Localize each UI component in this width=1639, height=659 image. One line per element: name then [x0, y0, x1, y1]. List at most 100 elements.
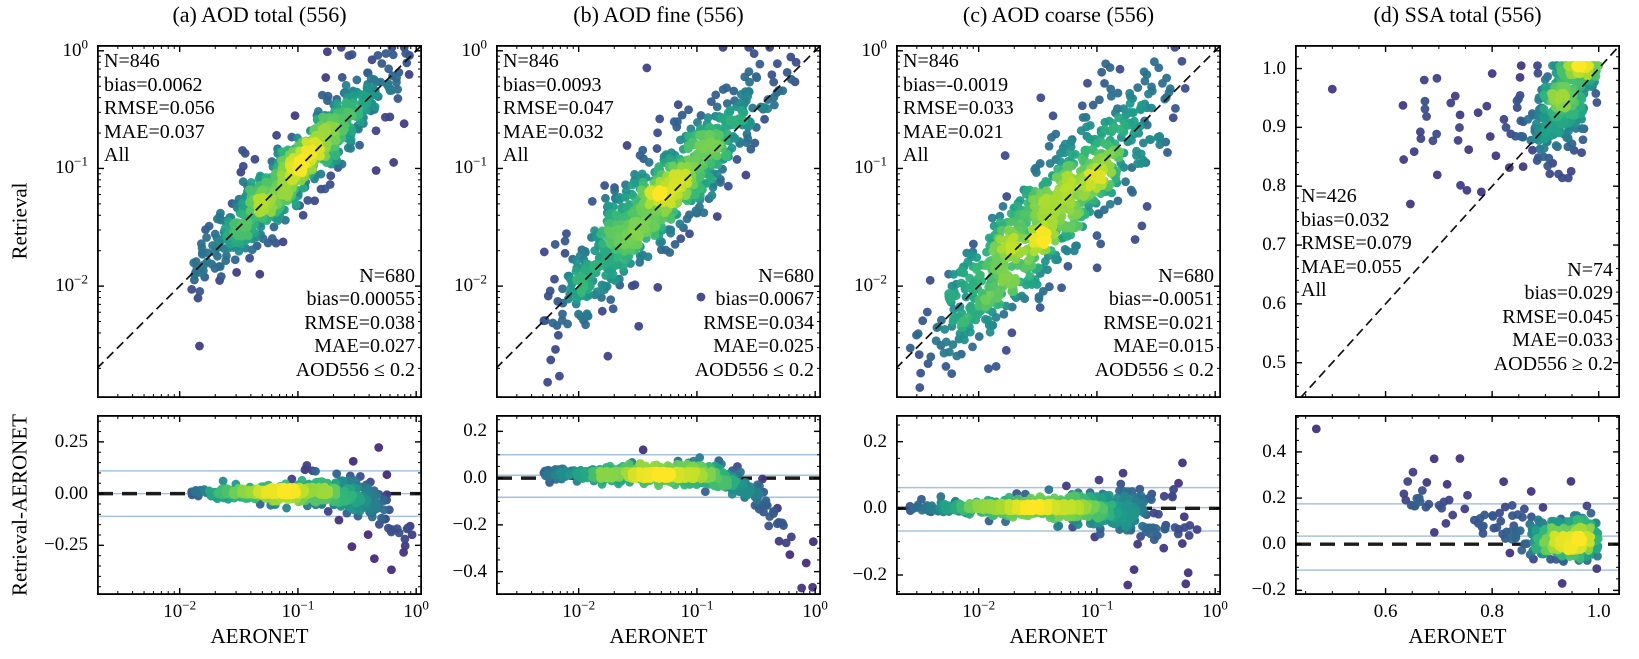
stats-subset: N=680 bias=0.0067 RMSE=0.034 MAE=0.025 AOD55…: [695, 265, 814, 383]
stat-line: bias=-0.0019: [903, 73, 1009, 96]
stat-line: All: [503, 144, 529, 166]
stat-line: All: [104, 144, 130, 166]
x-axis-label: AERONET: [1009, 624, 1108, 648]
x-tick-label: 100: [802, 597, 828, 622]
y-tick-label: 0.2: [863, 430, 887, 452]
y-tick-label: 0.6: [1262, 292, 1286, 314]
stat-line: MAE=0.032: [503, 120, 604, 143]
x-tick-label: 10−2: [562, 597, 596, 622]
difference-canvas: [1295, 415, 1620, 595]
stat-line: bias=0.029: [1524, 282, 1614, 304]
y-tick-label: 10−2: [55, 271, 88, 297]
stats-subset: N=680 bias=0.00055 RMSE=0.038 MAE=0.027 AOD5…: [296, 265, 415, 383]
difference-canvas: [97, 415, 422, 595]
scatter-canvas: [97, 45, 422, 398]
y-tick-label: 10−1: [454, 154, 487, 179]
stat-line: MAE=0.037: [104, 120, 205, 143]
stat-line: bias=0.0062: [104, 73, 203, 96]
scatter-panel-c-top: N=846 bias=-0.0019 RMSE=0.033 MAE=0.021 All …: [896, 45, 1221, 398]
stat-line: RMSE=0.038: [304, 311, 415, 334]
x-tick-label: 1.0: [1586, 601, 1611, 622]
stat-line: bias=0.00055: [306, 288, 416, 310]
stats-subset: N=680 bias=-0.0051 RMSE=0.021 MAE=0.015 AOD5…: [1095, 265, 1214, 383]
x-axis-label: AERONET: [210, 624, 309, 648]
scatter-canvas: [896, 45, 1221, 398]
x-axis-label: AERONET: [1408, 624, 1507, 648]
stat-line: All: [903, 144, 929, 166]
x-tick-label: 10−1: [281, 597, 315, 622]
stat-line: N=680: [758, 264, 814, 287]
stats-all: N=846 bias=0.0093 RMSE=0.047 MAE=0.032 All: [503, 50, 614, 168]
stat-line: MAE=0.021: [903, 120, 1004, 143]
stat-line: MAE=0.025: [713, 335, 814, 357]
x-tick-label: 10−1: [680, 597, 714, 622]
x-tick-label: 0.6: [1373, 601, 1398, 622]
y-tick-label: 0.0: [463, 467, 487, 489]
stat-line: RMSE=0.033: [903, 97, 1014, 119]
y-tick-label: 0.2: [463, 420, 487, 442]
y-tick-label: 100: [62, 36, 89, 61]
stat-line: AOD556 ≥ 0.2: [1493, 352, 1613, 375]
stat-line: bias=0.032: [1301, 208, 1390, 231]
stat-line: bias=0.0067: [715, 288, 815, 310]
panel-column-c: (c) AOD coarse (556) N=846 bias=-0.0019 RM…: [853, 0, 1228, 659]
stat-line: MAE=0.055: [1301, 255, 1402, 278]
stat-line: RMSE=0.047: [503, 97, 614, 119]
y-tick-label: 0.5: [1262, 351, 1286, 373]
stat-line: N=74: [1567, 258, 1613, 281]
scatter-canvas: [1295, 45, 1620, 398]
y-tick-label: 0.4: [1262, 440, 1286, 462]
difference-canvas: [896, 415, 1221, 595]
stat-line: AOD556 ≤ 0.2: [295, 358, 415, 381]
panel-column-d: (d) SSA total (556) N=426 bias=0.032 RMSE=…: [1252, 0, 1620, 659]
y-tick-label: 0.00: [54, 482, 88, 504]
scatter-panel-d-top: N=426 bias=0.032 RMSE=0.079 MAE=0.055 All N=…: [1295, 45, 1620, 398]
stat-line: MAE=0.033: [1512, 329, 1613, 351]
y-tick-label: 10−2: [454, 271, 487, 297]
panel-title-b: (b) AOD fine (556): [573, 2, 744, 27]
panel-title-d: (d) SSA total (556): [1373, 2, 1542, 27]
stat-line: All: [1301, 279, 1327, 301]
stat-line: N=680: [359, 264, 415, 287]
panel-title-a: (a) AOD total (556): [172, 2, 347, 27]
panel-column-a: (a) AOD total (556) N=846 bias=0.0062 RMSE…: [44, 0, 429, 659]
y-tick-label: −0.25: [44, 534, 88, 556]
scatter-panel-a-top: N=846 bias=0.0062 RMSE=0.056 MAE=0.037 All N…: [97, 45, 422, 398]
stat-line: RMSE=0.056: [104, 97, 215, 119]
difference-canvas: [496, 415, 821, 595]
x-tick-label: 10−2: [962, 597, 996, 622]
x-tick-label: 10−1: [1080, 597, 1114, 622]
stat-line: RMSE=0.021: [1103, 311, 1214, 334]
y-tick-label: 1.0: [1262, 57, 1286, 79]
y-tick-label: 10−2: [854, 271, 887, 297]
stat-line: RMSE=0.034: [703, 311, 814, 334]
y-tick-label: 10−1: [55, 154, 88, 179]
y-tick-label: −0.4: [452, 560, 487, 582]
stats-all: N=846 bias=-0.0019 RMSE=0.033 MAE=0.021 All: [903, 50, 1014, 168]
stats-all: N=846 bias=0.0062 RMSE=0.056 MAE=0.037 All: [104, 50, 215, 168]
y-tick-label: 0.0: [1262, 533, 1286, 555]
y-tick-label: 100: [461, 36, 488, 61]
stat-line: N=846: [503, 50, 559, 72]
difference-panel-b: [496, 415, 821, 595]
y-tick-label: 0.7: [1262, 234, 1286, 256]
difference-panel-d: [1295, 415, 1620, 595]
stat-line: MAE=0.027: [314, 335, 415, 357]
stat-line: AOD556 ≤ 0.2: [1094, 358, 1214, 381]
y-tick-label: 0.0: [863, 497, 887, 519]
y-tick-label: 0.8: [1262, 175, 1286, 197]
y-tick-label: 100: [861, 36, 888, 61]
stat-line: RMSE=0.045: [1502, 305, 1613, 328]
stat-line: N=846: [104, 50, 160, 72]
y-tick-label: −0.2: [852, 564, 887, 585]
y-axis-label-difference: Retrieval-AERONET: [7, 414, 32, 596]
x-tick-label: 100: [403, 597, 429, 622]
stats-all: N=426 bias=0.032 RMSE=0.079 MAE=0.055 All: [1301, 185, 1412, 303]
x-tick-label: 10−2: [163, 597, 197, 622]
x-tick-label: 100: [1202, 597, 1228, 622]
y-tick-label: −0.2: [452, 513, 487, 535]
x-tick-label: 0.8: [1480, 601, 1504, 622]
stat-line: RMSE=0.079: [1301, 232, 1412, 254]
difference-panel-c: [896, 415, 1221, 595]
panel-title-c: (c) AOD coarse (556): [962, 2, 1155, 27]
